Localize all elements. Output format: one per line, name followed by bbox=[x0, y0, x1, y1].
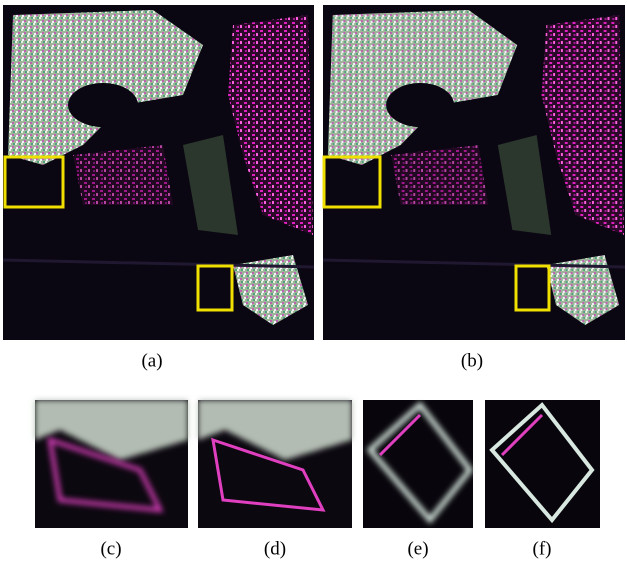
image-b bbox=[323, 5, 625, 340]
caption: (e) bbox=[407, 538, 428, 559]
caption: (f) bbox=[533, 538, 552, 559]
caption: (c) bbox=[100, 538, 121, 559]
image-e bbox=[363, 400, 473, 528]
image-f bbox=[485, 400, 600, 528]
image-c bbox=[35, 400, 188, 528]
figure: (a) (b) (c) (d) (e) (f) bbox=[0, 0, 627, 563]
image-a bbox=[3, 5, 314, 340]
caption: (b) bbox=[461, 350, 483, 371]
caption: (d) bbox=[264, 538, 286, 559]
caption: (a) bbox=[141, 350, 162, 371]
image-d bbox=[198, 400, 352, 528]
